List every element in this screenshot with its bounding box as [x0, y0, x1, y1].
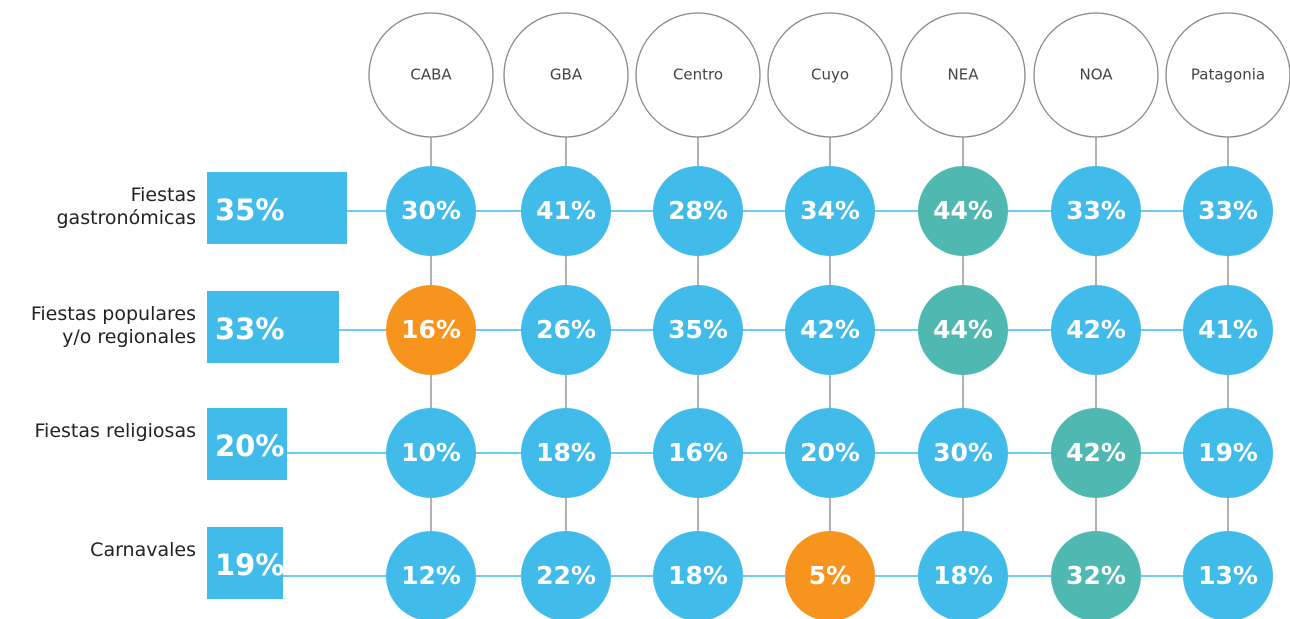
column-header-circle	[635, 12, 761, 138]
row-label: Fiestas gastronómicas	[56, 184, 196, 229]
column-header: NEA	[948, 66, 980, 84]
column-header-circle	[503, 12, 629, 138]
value-label: 18%	[536, 438, 596, 467]
value-dot	[653, 285, 743, 375]
column-header-circle	[1033, 12, 1159, 138]
value-label: 28%	[668, 196, 728, 225]
value-dot	[386, 285, 476, 375]
value-dot	[1051, 166, 1141, 256]
value-label: 18%	[933, 561, 993, 590]
value-label: 33%	[1198, 196, 1258, 225]
value-dot	[521, 166, 611, 256]
value-label: 12%	[401, 561, 461, 590]
value-label: 30%	[933, 438, 993, 467]
row-label: Carnavales	[90, 539, 196, 561]
total-label: 19%	[215, 548, 284, 582]
value-label: 33%	[1066, 196, 1126, 225]
row-label: Fiestas religiosas	[34, 420, 197, 442]
value-label: 19%	[1198, 438, 1258, 467]
column-header-circle	[767, 12, 893, 138]
column-header: CABA	[410, 66, 452, 84]
value-label: 41%	[536, 196, 596, 225]
total-bar	[207, 291, 339, 363]
value-dot	[918, 408, 1008, 498]
value-label: 16%	[401, 315, 461, 344]
value-dot	[521, 285, 611, 375]
column-header: Cuyo	[811, 66, 849, 84]
value-dot	[918, 166, 1008, 256]
value-dot	[918, 531, 1008, 619]
value-label: 5%	[809, 561, 851, 590]
value-dot	[1183, 408, 1273, 498]
value-label: 18%	[668, 561, 728, 590]
value-dot	[653, 531, 743, 619]
value-label: 42%	[1066, 438, 1126, 467]
total-label: 33%	[215, 312, 284, 346]
value-dot	[1183, 531, 1273, 619]
row-label: Fiestas populares y/o regionales	[30, 303, 196, 348]
value-dot	[386, 408, 476, 498]
value-label: 32%	[1066, 561, 1126, 590]
column-header-circle	[368, 12, 494, 138]
value-label: 26%	[536, 315, 596, 344]
value-dot	[386, 166, 476, 256]
value-label: 10%	[401, 438, 461, 467]
value-label: 41%	[1198, 315, 1258, 344]
value-dot	[785, 408, 875, 498]
value-dot	[918, 285, 1008, 375]
total-bar	[207, 408, 287, 480]
column-header-circle	[900, 12, 1026, 138]
value-label: 16%	[668, 438, 728, 467]
value-dot	[521, 531, 611, 619]
column-header: NOA	[1079, 66, 1113, 84]
value-label: 44%	[933, 196, 993, 225]
total-label: 35%	[215, 193, 284, 227]
value-label: 42%	[1066, 315, 1126, 344]
column-header: GBA	[550, 66, 583, 84]
column-header: Patagonia	[1191, 66, 1265, 84]
total-bar	[207, 172, 347, 244]
value-dot	[1051, 531, 1141, 619]
value-dot	[521, 408, 611, 498]
value-dot	[785, 166, 875, 256]
value-label: 35%	[668, 315, 728, 344]
value-dot	[386, 531, 476, 619]
total-bar	[207, 527, 283, 599]
value-dot	[653, 166, 743, 256]
value-label: 34%	[800, 196, 860, 225]
value-label: 20%	[800, 438, 860, 467]
value-label: 30%	[401, 196, 461, 225]
value-label: 44%	[933, 315, 993, 344]
value-dot	[1051, 285, 1141, 375]
value-label: 22%	[536, 561, 596, 590]
value-label: 13%	[1198, 561, 1258, 590]
value-dot	[1183, 166, 1273, 256]
value-dot	[653, 408, 743, 498]
total-label: 20%	[215, 429, 284, 463]
column-header-circle	[1165, 12, 1290, 138]
value-dot	[785, 285, 875, 375]
value-label: 42%	[800, 315, 860, 344]
value-dot	[1051, 408, 1141, 498]
value-dot	[785, 531, 875, 619]
column-header: Centro	[673, 66, 723, 84]
value-dot	[1183, 285, 1273, 375]
